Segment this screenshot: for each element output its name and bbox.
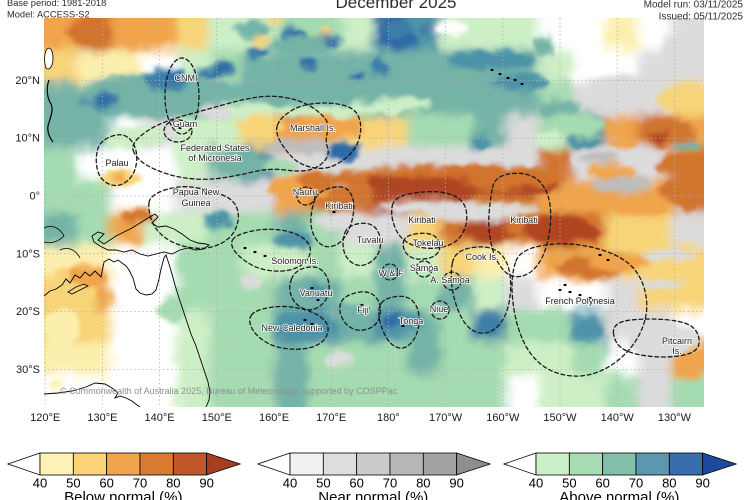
svg-text:90: 90	[449, 476, 463, 491]
svg-text:160°E: 160°E	[259, 412, 289, 424]
svg-text:A. Samoa: A. Samoa	[430, 275, 470, 285]
svg-text:Kiribati: Kiribati	[408, 215, 436, 225]
svg-text:80: 80	[662, 476, 676, 491]
svg-text:Model: ACCESS-S2: Model: ACCESS-S2	[7, 10, 90, 20]
svg-text:40: 40	[33, 476, 47, 491]
svg-text:170°W: 170°W	[429, 412, 463, 424]
svg-text:40: 40	[283, 476, 297, 491]
svg-text:Below normal (%): Below normal (%)	[64, 489, 182, 500]
svg-text:30°S: 30°S	[16, 364, 40, 376]
svg-text:Niue: Niue	[430, 304, 449, 314]
svg-text:Marshall Is.: Marshall Is.	[290, 123, 336, 133]
svg-text:20°S: 20°S	[16, 306, 40, 318]
svg-text:140°E: 140°E	[145, 412, 175, 424]
svg-text:160°W: 160°W	[486, 412, 520, 424]
svg-text:Above normal (%): Above normal (%)	[559, 489, 679, 500]
svg-text:10°S: 10°S	[16, 248, 40, 260]
svg-text:Solomon Is.: Solomon Is.	[271, 256, 319, 266]
svg-text:Is.: Is.	[672, 346, 682, 356]
svg-text:20°N: 20°N	[15, 75, 40, 87]
svg-text:60: 60	[99, 476, 113, 491]
svg-text:Kiribati: Kiribati	[510, 215, 538, 225]
svg-text:50: 50	[562, 476, 576, 491]
svg-text:of Micronesia: of Micronesia	[188, 153, 242, 163]
svg-text:New Caledonia: New Caledonia	[261, 323, 322, 333]
svg-text:© Commonwealth of Australia 20: © Commonwealth of Australia 2025, Bureau…	[60, 386, 398, 396]
svg-text:Cook Is.: Cook Is.	[465, 252, 498, 262]
svg-text:130°E: 130°E	[87, 412, 117, 424]
svg-text:Base period: 1981-2018: Base period: 1981-2018	[7, 0, 106, 8]
svg-text:Tonga: Tonga	[399, 316, 424, 326]
svg-text:Samoa: Samoa	[410, 263, 439, 273]
svg-text:Guinea: Guinea	[181, 198, 210, 208]
svg-text:Vanuatu: Vanuatu	[300, 288, 333, 298]
svg-text:70: 70	[383, 476, 397, 491]
svg-text:10°N: 10°N	[15, 133, 40, 145]
svg-text:W & F: W & F	[379, 268, 404, 278]
svg-text:CNMI: CNMI	[175, 73, 198, 83]
svg-text:50: 50	[316, 476, 330, 491]
svg-text:80: 80	[416, 476, 430, 491]
svg-text:Model run: 03/11/2025: Model run: 03/11/2025	[644, 0, 744, 11]
svg-text:50: 50	[66, 476, 80, 491]
svg-text:60: 60	[349, 476, 363, 491]
svg-text:70: 70	[629, 476, 643, 491]
svg-text:150°E: 150°E	[202, 412, 232, 424]
svg-text:150°W: 150°W	[543, 412, 577, 424]
svg-text:40: 40	[529, 476, 543, 491]
svg-text:Issued: 05/11/2025: Issued: 05/11/2025	[659, 12, 744, 23]
svg-text:170°E: 170°E	[316, 412, 346, 424]
svg-text:90: 90	[695, 476, 709, 491]
svg-text:Tuvalu: Tuvalu	[357, 235, 384, 245]
svg-text:Kiribati: Kiribati	[325, 201, 353, 211]
svg-text:0°: 0°	[29, 191, 40, 203]
svg-text:90: 90	[199, 476, 213, 491]
svg-text:Fiji: Fiji	[357, 305, 369, 315]
svg-text:180°: 180°	[377, 412, 400, 424]
svg-text:60: 60	[595, 476, 609, 491]
svg-text:120°E: 120°E	[30, 412, 60, 424]
svg-text:French Polynesia: French Polynesia	[545, 296, 615, 306]
svg-text:Pitcairn: Pitcairn	[662, 336, 692, 346]
svg-text:70: 70	[133, 476, 147, 491]
svg-text:140°W: 140°W	[601, 412, 635, 424]
svg-text:Tokelau: Tokelau	[412, 238, 443, 248]
svg-text:December 2025: December 2025	[336, 0, 457, 12]
svg-text:80: 80	[166, 476, 180, 491]
svg-text:Near normal (%): Near normal (%)	[318, 489, 428, 500]
svg-text:Nauru: Nauru	[293, 187, 318, 197]
svg-text:130°W: 130°W	[658, 412, 692, 424]
svg-text:Palau: Palau	[105, 158, 128, 168]
svg-text:Guam: Guam	[173, 119, 198, 129]
svg-text:Federated States: Federated States	[180, 143, 250, 153]
svg-text:Papua New: Papua New	[173, 187, 220, 197]
